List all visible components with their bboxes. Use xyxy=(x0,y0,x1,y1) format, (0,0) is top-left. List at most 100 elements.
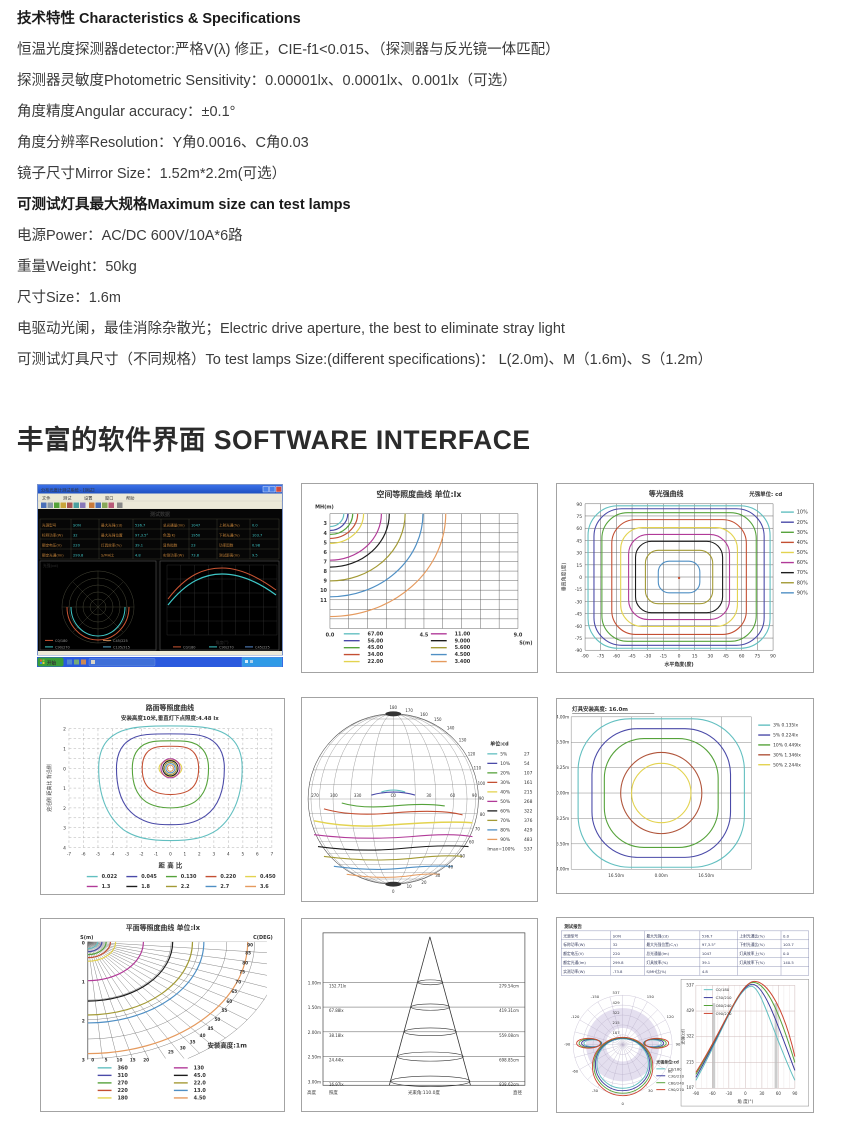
panel-isocandela: 等光强曲线 光强单位: cd 90 75 60 45 30 15 0 -15 -30 -45 -60… xyxy=(556,483,814,673)
legend-row2: 1.3 1.8 2.2 2.7 3.6 xyxy=(86,884,269,890)
svg-text:215: 215 xyxy=(686,1060,694,1065)
svg-text:90%: 90% xyxy=(500,837,510,843)
svg-text:灯具效率(%): 灯具效率(%) xyxy=(101,543,122,548)
svg-text:107: 107 xyxy=(686,1085,694,1090)
svg-text:160: 160 xyxy=(420,712,428,717)
svg-text:60%: 60% xyxy=(500,808,510,814)
svg-text:50%: 50% xyxy=(500,799,510,805)
svg-text:总光通量(lm): 总光通量(lm) xyxy=(646,951,669,956)
sphere-wireframe xyxy=(307,711,479,887)
svg-text:322: 322 xyxy=(686,1034,694,1039)
x-axis-ticks: 16.50m 0.00m 16.50m xyxy=(608,873,714,878)
svg-text:C0/180: C0/180 xyxy=(183,646,196,650)
curve-legend: C0/180 C30/210 C60/240 C90/270 xyxy=(703,988,732,1016)
svg-text:1: 1 xyxy=(82,980,85,986)
isolux-contours xyxy=(577,718,745,868)
caption-lux: 照度 xyxy=(329,1089,338,1096)
svg-text:10: 10 xyxy=(407,884,413,889)
grid xyxy=(570,716,752,870)
svg-text:39.1: 39.1 xyxy=(702,961,711,965)
data-table-cells: 光源型号 SON 最大光强(cd) 536.7 总光通量(lm) 1047 上射光通(%) 0… xyxy=(42,523,262,558)
svg-text:上射光通比(%): 上射光通比(%) xyxy=(739,933,765,938)
panel-software-screenshot: 分布光度计测试系统 - [测试] 文件 测试 设置 窗口 帮助 测试数据 光源型号 SON… xyxy=(37,484,283,674)
intensity-curves xyxy=(695,980,796,1081)
svg-text:4: 4 xyxy=(63,845,66,851)
svg-text:-60: -60 xyxy=(575,624,582,630)
svg-text:S/MH比(%): S/MH比(%) xyxy=(646,969,666,974)
svg-text:299.8: 299.8 xyxy=(73,554,84,558)
panel-test-report: 测试报告 光源型号 SON 最大光强(cd) 536.7 上射光通比(%) 0.0 标称功率… xyxy=(556,917,814,1113)
svg-text:537: 537 xyxy=(686,982,694,987)
svg-text:1: 1 xyxy=(63,746,66,752)
svg-text:50: 50 xyxy=(460,853,466,858)
specs-heading: 技术特性 Characteristics & Specifications xyxy=(17,11,301,27)
polar-legend-title: 光强单位:cd xyxy=(655,1060,679,1065)
svg-text:-4: -4 xyxy=(110,851,114,856)
svg-text:1950: 1950 xyxy=(191,534,201,538)
svg-text:85: 85 xyxy=(245,951,251,956)
svg-text:152.71lx: 152.71lx xyxy=(329,983,347,988)
svg-text:6: 6 xyxy=(256,851,259,856)
caption-height: 高度 xyxy=(307,1089,316,1096)
svg-text:0.00m: 0.00m xyxy=(655,873,668,878)
svg-text:30: 30 xyxy=(759,1091,765,1096)
svg-text:60: 60 xyxy=(576,526,582,532)
mounting-height-chart: 灯具安装高度: 16.0m 24.00m 16.50m 8.25m 0.00m 8.25… xyxy=(557,705,801,878)
chart-title: 空间等照度曲线 单位:lx xyxy=(377,489,462,499)
svg-text:3.400: 3.400 xyxy=(455,659,471,665)
svg-text:24.44lx: 24.44lx xyxy=(329,1058,344,1063)
chart-subtitle: 安装高度10米,垂直灯下点照度:4.48 lx xyxy=(121,714,219,722)
svg-text:C0: C0 xyxy=(391,793,397,798)
svg-text:310: 310 xyxy=(117,1073,128,1079)
task-button xyxy=(88,658,156,667)
svg-text:最大光强(cd): 最大光强(cd) xyxy=(101,523,123,528)
svg-text:45.0: 45.0 xyxy=(194,1073,207,1079)
spec-line-weight: 重量Weight：50kg xyxy=(17,259,137,275)
svg-text:10: 10 xyxy=(117,1058,123,1063)
svg-text:0: 0 xyxy=(169,851,172,856)
svg-text:-30: -30 xyxy=(592,1089,599,1093)
svg-text:16.50m: 16.50m xyxy=(557,740,569,745)
bottom-pole xyxy=(385,881,402,887)
svg-text:1: 1 xyxy=(184,851,187,856)
chart-frame xyxy=(680,979,809,1107)
svg-text:光源型号: 光源型号 xyxy=(563,933,578,938)
svg-text:34.00: 34.00 xyxy=(368,652,384,658)
svg-text:标称功率(W): 标称功率(W) xyxy=(563,942,585,947)
svg-text:90: 90 xyxy=(472,793,478,798)
svg-text:灯具效率上(%): 灯具效率上(%) xyxy=(739,951,765,956)
height-lines xyxy=(323,982,525,1082)
svg-text:220: 220 xyxy=(73,544,81,548)
svg-text:35: 35 xyxy=(190,1040,196,1045)
svg-text:4.500: 4.500 xyxy=(455,652,471,658)
svg-text:50: 50 xyxy=(215,1017,221,1022)
svg-text:24.00m: 24.00m xyxy=(557,714,569,719)
isocandela-chart: 等光强曲线 光强单位: cd 90 75 60 45 30 15 0 -15 -30 -45 -60… xyxy=(560,489,808,668)
report-table-grid xyxy=(561,930,809,976)
svg-text:-7: -7 xyxy=(67,851,71,856)
svg-text:色温(K): 色温(K) xyxy=(163,533,176,538)
spec-line-mirror-size: 镜子尺寸Mirror Size：1.52m*2.2m(可选） xyxy=(17,166,287,182)
svg-text:5%: 5% xyxy=(500,751,507,757)
chart-title: 等光强曲线 xyxy=(648,489,684,498)
road-isolux-chart: 路面等照度曲线 安装高度10米,垂直灯下点照度:4.48 lx 迎沿侧 距高比 … xyxy=(46,703,276,890)
svg-text:75: 75 xyxy=(755,654,761,660)
svg-text:103.7: 103.7 xyxy=(252,534,262,538)
svg-text:10% 0.449lx: 10% 0.449lx xyxy=(773,743,801,749)
svg-text:0.220: 0.220 xyxy=(220,874,236,880)
svg-text:60%: 60% xyxy=(797,560,808,566)
svg-text:103.7: 103.7 xyxy=(783,943,794,947)
isolux-contours xyxy=(98,725,243,842)
polar-legend: C0/180 C30/210 C60/240 C90/270 xyxy=(656,1067,685,1092)
svg-text:Imax=100%: Imax=100% xyxy=(487,846,514,852)
cartesian-x-label: 角度(°) xyxy=(215,639,229,645)
svg-text:90: 90 xyxy=(479,796,485,801)
svg-text:7: 7 xyxy=(324,560,328,566)
svg-text:30%: 30% xyxy=(797,530,808,536)
svg-text:536.7: 536.7 xyxy=(135,524,145,528)
svg-text:-73.8: -73.8 xyxy=(613,970,623,974)
svg-text:-45: -45 xyxy=(628,654,635,660)
svg-text:5: 5 xyxy=(105,1058,108,1063)
